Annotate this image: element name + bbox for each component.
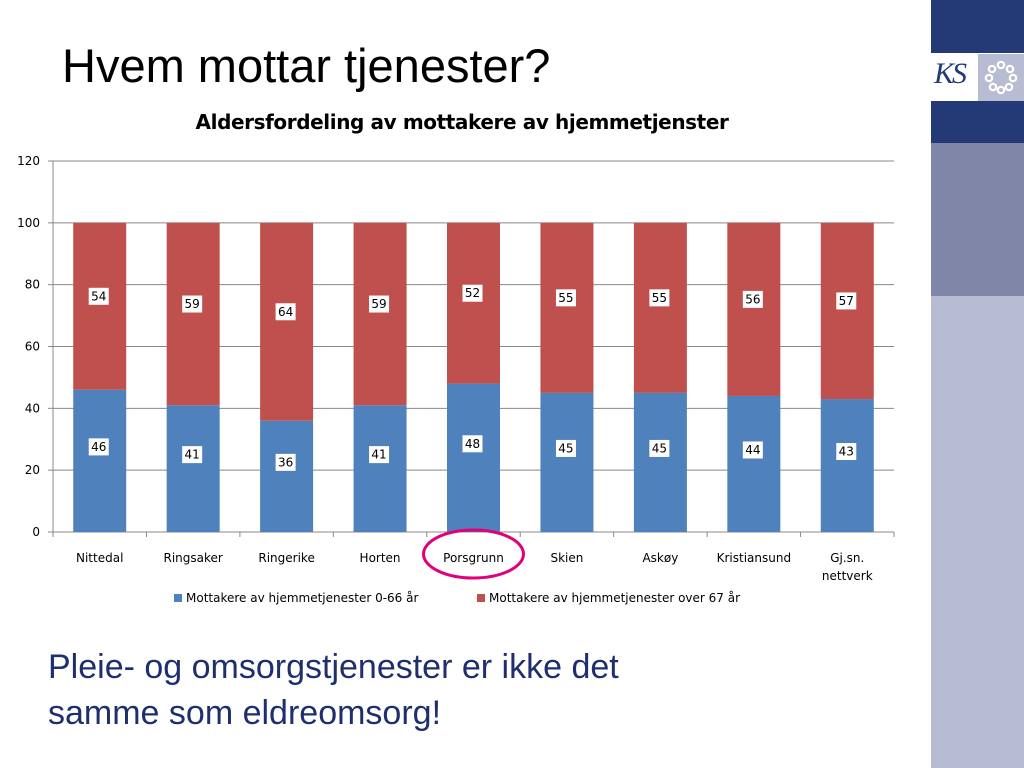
bar-young bbox=[260, 420, 314, 532]
bar-old bbox=[353, 222, 407, 406]
ks-logo: KS bbox=[934, 57, 967, 90]
data-label-young: 36 bbox=[278, 455, 293, 469]
bar-old bbox=[166, 222, 220, 406]
data-label-young-box bbox=[836, 443, 857, 461]
highlight-circle bbox=[422, 528, 525, 580]
data-label-young-box bbox=[88, 438, 109, 456]
legend-swatch-old bbox=[477, 594, 485, 602]
bar-old bbox=[260, 222, 314, 421]
category-label: Kristiansund bbox=[717, 551, 791, 565]
bar-old bbox=[73, 222, 127, 390]
data-label-old: 64 bbox=[278, 305, 293, 319]
slide-subtext: Pleie- og omsorgstjenester er ikke det s… bbox=[48, 644, 748, 736]
data-label-young: 45 bbox=[652, 441, 667, 455]
y-tick-label: 120 bbox=[17, 154, 40, 168]
bar-old bbox=[820, 222, 874, 400]
data-label-old-box bbox=[555, 289, 576, 307]
bar-young bbox=[820, 399, 874, 532]
legend-swatch-young bbox=[174, 594, 182, 602]
y-tick-label: 60 bbox=[25, 340, 40, 354]
data-label-old-box bbox=[836, 292, 857, 310]
bar-young bbox=[633, 392, 687, 532]
legend-item-old: Mottakere av hjemmetjenester over 67 år bbox=[477, 591, 740, 605]
y-tick-label: 0 bbox=[32, 525, 40, 539]
data-label-old-box bbox=[649, 289, 670, 307]
y-tick-label: 80 bbox=[25, 278, 40, 292]
bar-old bbox=[633, 222, 687, 393]
side-band-mid bbox=[931, 143, 1024, 296]
data-label-old: 52 bbox=[465, 286, 480, 300]
data-label-young-box bbox=[649, 439, 670, 457]
side-band-dark bbox=[931, 101, 1024, 143]
data-label-young: 48 bbox=[465, 437, 480, 451]
data-label-old: 56 bbox=[745, 292, 760, 306]
data-label-old-box bbox=[742, 290, 763, 308]
ks-ring-icon bbox=[978, 54, 1024, 101]
data-label-young: 45 bbox=[558, 441, 573, 455]
data-label-young-box bbox=[742, 441, 763, 459]
category-label: nettverk bbox=[822, 569, 873, 583]
data-label-old-box bbox=[369, 295, 390, 313]
bar-old bbox=[540, 222, 594, 393]
data-label-young-box bbox=[369, 446, 390, 464]
y-tick-label: 40 bbox=[25, 401, 40, 415]
data-label-young: 41 bbox=[185, 448, 200, 462]
chart-title: Aldersfordeling av mottakere av hjemmetj… bbox=[195, 110, 729, 134]
data-label-young-box bbox=[462, 435, 483, 453]
y-tick-label: 20 bbox=[25, 463, 40, 477]
legend-item-young: Mottakere av hjemmetjenester 0-66 år bbox=[174, 591, 418, 605]
bar-young bbox=[353, 405, 407, 532]
data-label-young: 46 bbox=[91, 440, 106, 454]
category-label: Ringerike bbox=[258, 551, 314, 565]
data-label-young: 44 bbox=[745, 443, 760, 457]
data-label-young: 43 bbox=[839, 445, 854, 459]
bar-young bbox=[447, 383, 500, 532]
side-band-dark-top bbox=[931, 0, 1024, 53]
bar-young bbox=[73, 389, 127, 532]
subtext-line-2: samme som eldreomsorg! bbox=[48, 694, 442, 732]
data-label-old-box bbox=[88, 287, 109, 305]
data-label-old: 55 bbox=[652, 291, 667, 305]
bar-old bbox=[447, 222, 500, 384]
data-label-old-box bbox=[275, 303, 296, 321]
side-band-light bbox=[931, 296, 1024, 768]
bar-young bbox=[166, 405, 220, 532]
category-label: Nittedal bbox=[76, 551, 123, 565]
data-label-old: 54 bbox=[91, 289, 106, 303]
category-label: Horten bbox=[360, 551, 401, 565]
slide-title: Hvem mottar tjenester? bbox=[62, 39, 551, 92]
category-label: Askøy bbox=[642, 551, 678, 565]
bar-young bbox=[727, 395, 781, 532]
bar-old bbox=[727, 222, 781, 396]
data-label-old: 57 bbox=[839, 294, 854, 308]
category-label: Porsgrunn bbox=[443, 551, 504, 565]
category-label: Ringsaker bbox=[163, 551, 222, 565]
bar-young bbox=[540, 392, 594, 532]
y-tick-label: 100 bbox=[17, 216, 40, 230]
data-label-young-box bbox=[555, 439, 576, 457]
data-label-old: 55 bbox=[558, 291, 573, 305]
stacked-bar-chart: 0 20 40 60 80 100 120 46 54 41 59 36 64 41 59 48 52 45 55… bbox=[17, 154, 895, 583]
category-label: Skien bbox=[550, 551, 583, 565]
legend-label-old: Mottakere av hjemmetjenester over 67 år bbox=[489, 591, 741, 605]
category-label: Gj.sn. bbox=[830, 551, 864, 565]
data-label-old-box bbox=[182, 295, 203, 313]
data-label-old: 59 bbox=[185, 297, 200, 311]
subtext-line-1: Pleie- og omsorgstjenester er ikke det bbox=[48, 648, 619, 686]
legend-label-young: Mottakere av hjemmetjenester 0-66 år bbox=[186, 591, 419, 605]
data-label-young-box bbox=[182, 446, 203, 464]
data-label-young: 41 bbox=[371, 448, 386, 462]
data-label-old: 59 bbox=[371, 297, 386, 311]
data-label-young-box bbox=[275, 453, 296, 471]
data-label-old-box bbox=[462, 284, 483, 302]
